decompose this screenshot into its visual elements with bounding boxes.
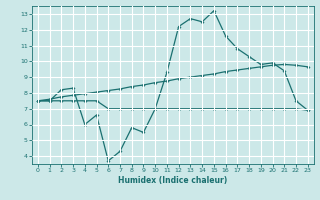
X-axis label: Humidex (Indice chaleur): Humidex (Indice chaleur): [118, 176, 228, 185]
